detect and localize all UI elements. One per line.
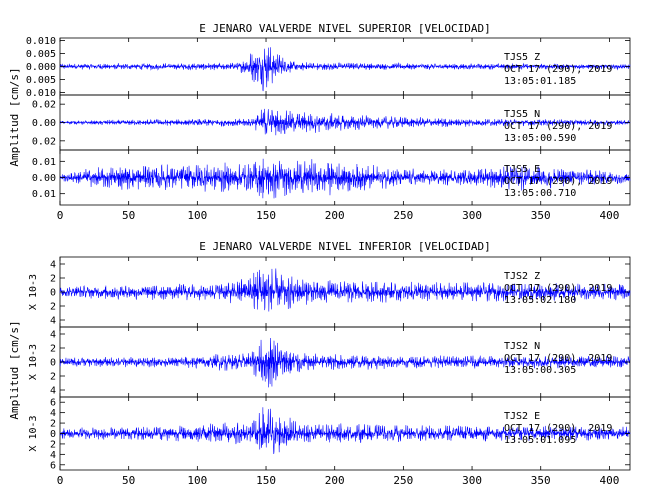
record-date-label: OCT 17 (290), 2019 [504, 283, 612, 294]
record-time-label: 13:05:00.305 [504, 365, 576, 376]
y-tick-label: 0.010 [26, 88, 56, 99]
waveform-trace [59, 47, 631, 92]
station-component-label: TJS2 N [504, 341, 540, 352]
station-component-label: TJS5 N [504, 109, 540, 120]
ylabel-lower: Amplitud [cm/s] [8, 320, 21, 419]
station-component-label: TJS5 E [504, 164, 540, 175]
station-component-label: TJS2 Z [504, 271, 540, 282]
y-tick-label: 2 [50, 439, 56, 450]
y-tick-label: 2 [50, 372, 56, 383]
y-tick-label: 2 [50, 419, 56, 430]
x-tick-label: 300 [462, 209, 482, 222]
waveform-trace [59, 337, 631, 388]
y-tick-label: 2 [50, 302, 56, 313]
x-tick-label: 300 [462, 474, 482, 487]
scale-factor-label: X 10-3 [28, 344, 39, 380]
y-tick-label: 0.010 [26, 36, 56, 47]
y-tick-label: 0.00 [32, 118, 56, 129]
y-tick-label: 4 [50, 408, 56, 419]
waveform-trace [59, 268, 631, 312]
station-component-label: TJS5 Z [504, 52, 540, 63]
waveform-trace [59, 407, 631, 455]
x-tick-label: 400 [599, 209, 619, 222]
y-tick-label: 0 [50, 288, 56, 299]
waveform-trace [59, 158, 631, 199]
scale-factor-label: X 10-3 [28, 415, 39, 451]
x-tick-label: 150 [256, 474, 276, 487]
x-tick-label: 400 [599, 474, 619, 487]
x-tick-label: 150 [256, 209, 276, 222]
y-tick-label: 4 [50, 450, 56, 461]
y-tick-label: 0.005 [26, 49, 56, 60]
waveform-trace [59, 108, 631, 136]
y-tick-label: 0.02 [32, 100, 56, 111]
y-tick-label: 0.005 [26, 75, 56, 86]
x-tick-label: 50 [122, 209, 135, 222]
y-tick-label: 0.01 [32, 189, 56, 200]
ylabel-upper: Amplitud [cm/s] [8, 67, 21, 166]
x-tick-label: 100 [187, 209, 207, 222]
record-time-label: 13:05:01.095 [504, 435, 576, 446]
record-time-label: 13:05:00.590 [504, 133, 576, 144]
chart-title-lower: E JENARO VALVERDE NIVEL INFERIOR [VELOCI… [199, 240, 490, 253]
x-tick-label: 0 [57, 209, 64, 222]
x-tick-label: 250 [393, 209, 413, 222]
x-tick-label: 50 [122, 474, 135, 487]
x-tick-label: 250 [393, 474, 413, 487]
record-date-label: OCT 17 (290), 2019 [504, 423, 612, 434]
y-tick-label: 4 [50, 386, 56, 397]
x-tick-label: 200 [325, 209, 345, 222]
y-tick-label: 4 [50, 316, 56, 327]
record-date-label: OCT 17 (290), 2019 [504, 176, 612, 187]
y-tick-label: 0.02 [32, 136, 56, 147]
y-tick-label: 6 [50, 460, 56, 471]
y-tick-label: 0.00 [32, 173, 56, 184]
upper-x-axis: 0 50 100 150 200 250 300 350 400 [57, 209, 620, 222]
x-tick-label: 100 [187, 474, 207, 487]
record-date-label: OCT 17 (290), 2019 [504, 64, 612, 75]
y-tick-label: 4 [50, 260, 56, 271]
x-tick-label: 200 [325, 474, 345, 487]
y-tick-label: 4 [50, 330, 56, 341]
y-tick-label: 6 [50, 398, 56, 409]
record-time-label: 13:05:00.710 [504, 188, 576, 199]
x-tick-label: 0 [57, 474, 64, 487]
record-date-label: OCT 17 (290), 2019 [504, 353, 612, 364]
chart-title-upper: E JENARO VALVERDE NIVEL SUPERIOR [VELOCI… [199, 22, 490, 35]
x-tick-label: 350 [531, 474, 551, 487]
y-tick-label: 0 [50, 358, 56, 369]
record-time-label: 13:05:02.180 [504, 295, 576, 306]
record-time-label: 13:05:01.185 [504, 76, 576, 87]
y-tick-label: 0.01 [32, 157, 56, 168]
y-tick-label: 2 [50, 274, 56, 285]
y-tick-label: 0.000 [26, 62, 56, 73]
scale-factor-label: X 10-3 [28, 274, 39, 310]
lower-x-axis: 0 50 100 150 200 250 300 350 400 [57, 474, 620, 487]
record-date-label: OCT 17 (290), 2019 [504, 121, 612, 132]
station-component-label: TJS2 E [504, 411, 540, 422]
y-tick-label: 2 [50, 344, 56, 355]
y-tick-label: 0 [50, 429, 56, 440]
x-tick-label: 350 [531, 209, 551, 222]
